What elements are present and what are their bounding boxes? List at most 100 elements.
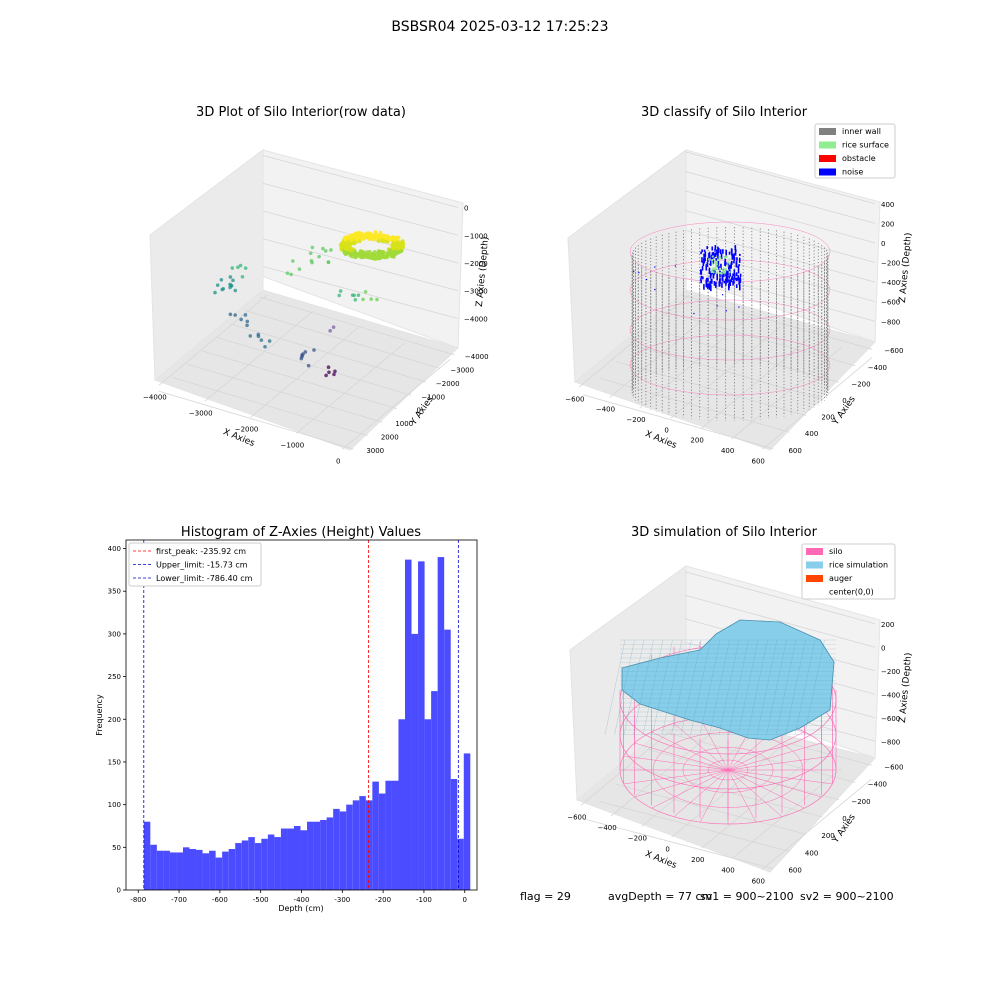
- rice-surface-mesh: [766, 639, 787, 736]
- raw-point: [228, 312, 233, 317]
- silo-floor-spoke: [634, 742, 729, 771]
- z-tick-label: −600: [881, 715, 900, 723]
- raw-point: [219, 277, 224, 282]
- histogram-ticks: -800 -700 -600 -500 -400 -300 -200 -100 0 0 50 100 1…: [108, 545, 467, 904]
- raw-point: [245, 323, 249, 328]
- raw-3d-zlabel: Z Axies (Depth): [475, 236, 491, 307]
- histogram-bar: [333, 808, 340, 890]
- noise-point: [728, 265, 730, 269]
- noise-point: [724, 261, 726, 267]
- raw-point: [343, 252, 348, 257]
- noise-point: [706, 262, 709, 267]
- histogram-bar: [182, 847, 190, 890]
- noise-point: [654, 266, 656, 268]
- histogram-bar: [326, 817, 334, 890]
- x-grid-line: [296, 342, 405, 434]
- raw-point: [358, 234, 363, 239]
- rice-surface-point: [714, 266, 717, 269]
- y-tick-label: 0: [842, 397, 846, 405]
- raw-point: [310, 245, 315, 250]
- rice-surface-mesh: [737, 639, 759, 736]
- legend-swatch: [819, 168, 836, 176]
- noise-point: [739, 253, 741, 256]
- y-grid-line: [648, 328, 840, 383]
- raw-point: [239, 317, 243, 322]
- noise-point: [719, 278, 721, 284]
- raw-point: [317, 254, 321, 259]
- x-grid-line: [731, 346, 842, 440]
- noise-point: [674, 265, 677, 267]
- noise-point: [716, 305, 718, 307]
- histogram-bar: [352, 800, 360, 890]
- rice-surface-point: [712, 267, 715, 270]
- rice-surface-point: [721, 269, 724, 272]
- raw-point: [310, 260, 314, 265]
- classify-3d-title: 3D classify of Silo Interior: [641, 105, 808, 120]
- histogram-bar: [196, 849, 203, 890]
- rice-surface-mesh: [804, 639, 825, 736]
- noise-point: [645, 278, 648, 281]
- raw-point: [345, 247, 350, 252]
- rice-surface-point: [708, 258, 711, 261]
- rice-surface-point: [719, 257, 722, 260]
- noise-point: [708, 255, 711, 260]
- y-tick-label: −200: [851, 798, 870, 806]
- histogram-title: Histogram of Z-Axies (Height) Values: [181, 525, 421, 540]
- simulation-3d-zlabel: Z Axies (Depth): [898, 652, 914, 723]
- histogram-bar: [444, 629, 451, 890]
- legend-label: obstacle: [842, 154, 876, 163]
- raw-point: [327, 370, 331, 375]
- noise-point: [731, 256, 734, 260]
- raw-point: [378, 256, 383, 261]
- noise-point: [716, 273, 718, 281]
- z-grid-line: [684, 210, 876, 263]
- raw-point: [240, 274, 245, 279]
- noise-point: [735, 277, 737, 281]
- noise-point: [735, 284, 738, 288]
- y-tick-label: 600: [788, 867, 801, 875]
- legend-swatch: [806, 575, 823, 582]
- noise-point: [720, 253, 723, 259]
- raw-point: [312, 348, 316, 352]
- y-tick-label: −400: [868, 364, 887, 372]
- noise-point: [731, 275, 733, 281]
- rice-surface-mesh: [671, 639, 692, 736]
- z-tick-label: −800: [881, 738, 900, 746]
- x-tick-label: 0: [336, 457, 340, 465]
- x-grid-line: [341, 358, 451, 450]
- x-tick-label: 200: [691, 856, 704, 864]
- y-grid-line: [216, 336, 412, 396]
- histogram-bar: [359, 796, 366, 890]
- noise-point: [704, 257, 706, 262]
- legend-label: Lower_limit: -786.40 cm: [156, 574, 253, 583]
- noise-point: [730, 262, 732, 269]
- raw-point: [228, 282, 232, 287]
- y-grid-line: [615, 783, 807, 835]
- histogram-bar: [307, 821, 314, 890]
- histogram-bar: [189, 849, 197, 890]
- raw-point: [361, 297, 365, 302]
- raw-point: [349, 247, 354, 252]
- rice-surface-point: [714, 262, 717, 265]
- rice-surface-point: [724, 256, 727, 259]
- noise-point: [728, 251, 731, 255]
- noise-point: [733, 260, 735, 264]
- raw-point: [326, 260, 331, 265]
- noise-point: [723, 280, 726, 284]
- raw-point: [395, 245, 400, 250]
- noise-point: [711, 252, 714, 259]
- rice-surface-point: [723, 268, 726, 271]
- y-tick-label: −600: [884, 763, 903, 771]
- rice-surface-point: [723, 271, 726, 274]
- noise-point: [736, 257, 738, 261]
- legend-label: auger: [829, 574, 853, 583]
- y-tick-label: 50: [112, 844, 121, 852]
- z-tick-label: 0: [881, 240, 885, 248]
- raw-point: [344, 235, 349, 240]
- y-grid-line: [230, 323, 426, 383]
- rice-surface-mesh: [699, 639, 721, 736]
- histogram-bar: [176, 852, 183, 890]
- noise-point: [702, 260, 705, 267]
- noise-point: [700, 280, 702, 284]
- rice-surface-point: [715, 264, 718, 267]
